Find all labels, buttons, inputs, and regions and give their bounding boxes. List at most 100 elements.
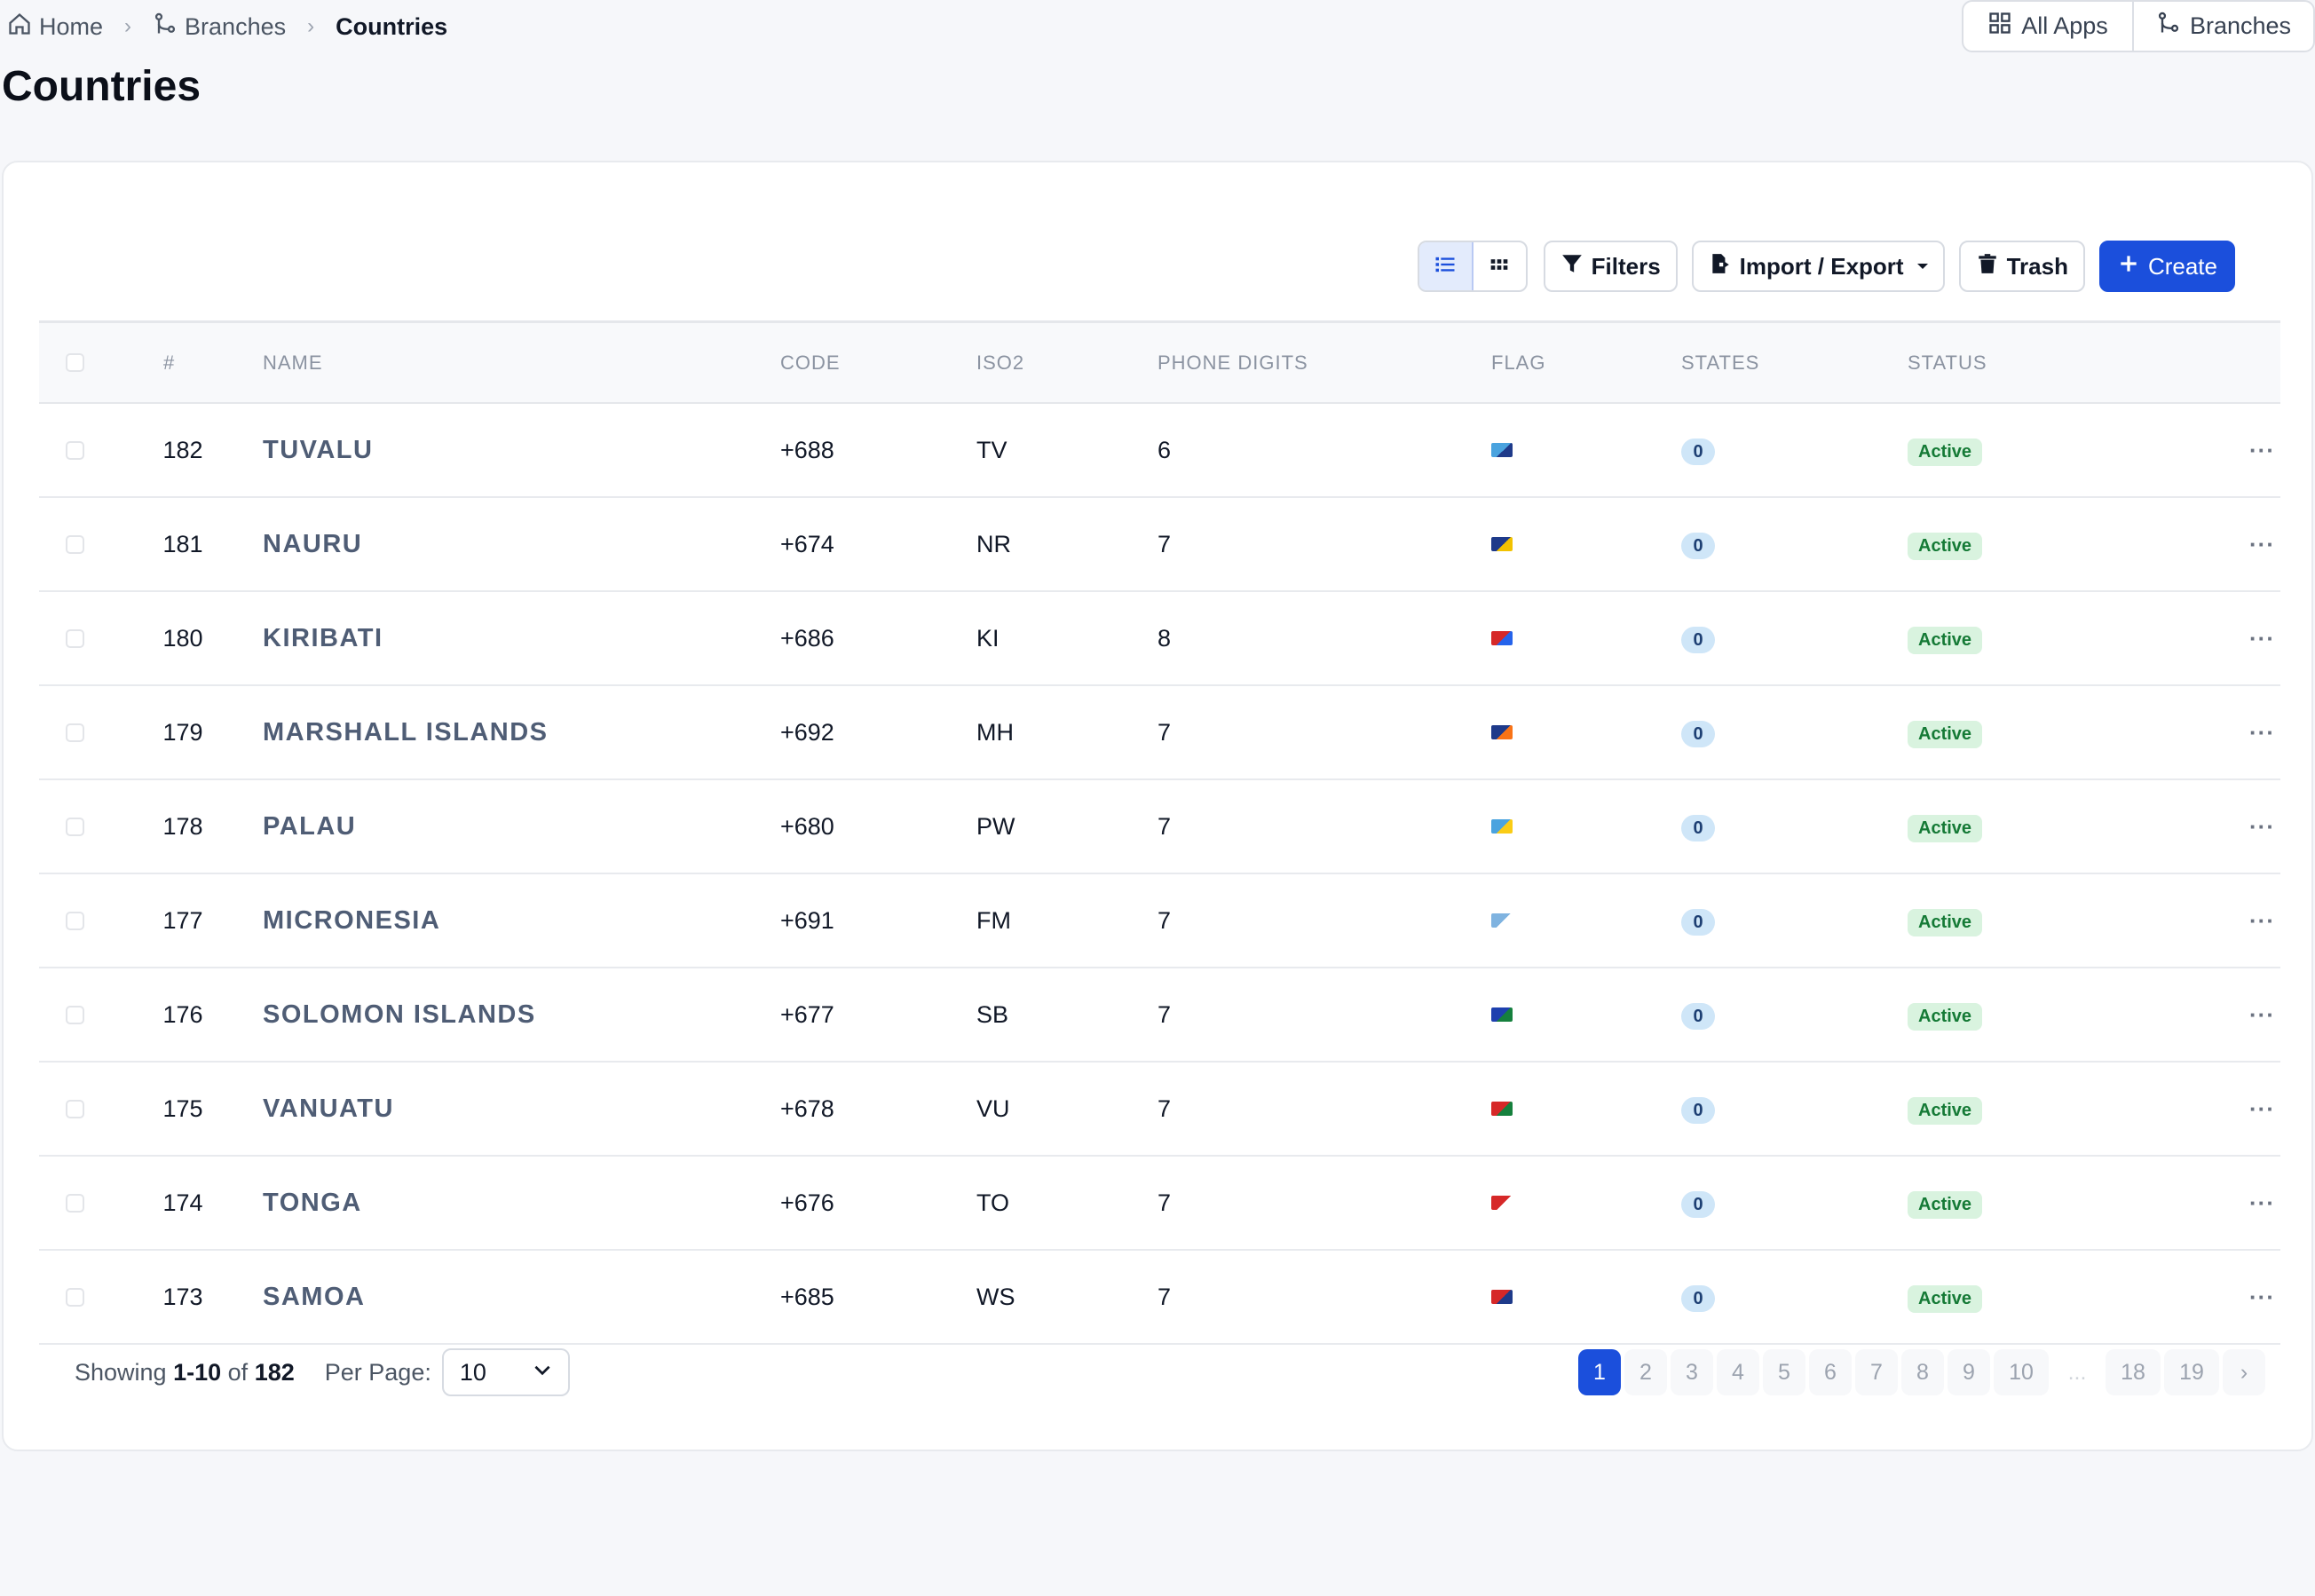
more-actions-icon[interactable]: ··· — [2249, 812, 2275, 840]
country-name[interactable]: MARSHALL ISLANDS — [263, 717, 549, 747]
page-button-8[interactable]: 8 — [1901, 1349, 1944, 1395]
breadcrumb-branches[interactable]: Branches — [153, 12, 286, 43]
country-name[interactable]: TUVALU — [263, 435, 374, 464]
table-row[interactable]: 173 SAMOA +685 WS 7 0 Active ··· — [39, 1251, 2280, 1345]
header-status[interactable]: STATUS — [1908, 351, 1987, 374]
row-checkbox[interactable] — [66, 723, 84, 742]
more-actions-icon[interactable]: ··· — [2249, 436, 2275, 463]
page-button-19[interactable]: 19 — [2164, 1349, 2219, 1395]
filters-button[interactable]: Filters — [1543, 241, 1678, 292]
more-actions-icon[interactable]: ··· — [2249, 624, 2275, 652]
country-name[interactable]: KIRIBATI — [263, 623, 383, 652]
states-count-badge[interactable]: 0 — [1681, 815, 1715, 841]
country-name[interactable]: MICRONESIA — [263, 905, 441, 935]
more-actions-icon[interactable]: ··· — [2249, 1189, 2275, 1216]
country-phone-digits: 7 — [1158, 1283, 1172, 1310]
table-row[interactable]: 181 NAURU +674 NR 7 0 Active ··· — [39, 498, 2280, 592]
caret-down-icon — [1916, 264, 1928, 269]
country-name[interactable]: NAURU — [263, 529, 363, 558]
country-name[interactable]: SAMOA — [263, 1282, 366, 1311]
states-count-badge[interactable]: 0 — [1681, 627, 1715, 653]
table-row[interactable]: 182 TUVALU +688 TV 6 0 Active ··· — [39, 404, 2280, 498]
states-count-badge[interactable]: 0 — [1681, 439, 1715, 465]
header-num: # — [163, 351, 176, 374]
table-row[interactable]: 179 MARSHALL ISLANDS +692 MH 7 0 Active ··· — [39, 686, 2280, 780]
per-page-label: Per Page: — [324, 1358, 431, 1386]
grid-view-button[interactable] — [1474, 242, 1526, 290]
country-code: +685 — [780, 1283, 834, 1310]
more-actions-icon[interactable]: ··· — [2249, 906, 2275, 934]
table-row[interactable]: 176 SOLOMON ISLANDS +677 SB 7 0 Active ··· — [39, 968, 2280, 1063]
states-count-badge[interactable]: 0 — [1681, 1097, 1715, 1124]
page-button-1[interactable]: 1 — [1578, 1349, 1621, 1395]
breadcrumb-current: Countries — [336, 12, 448, 40]
page-button-18[interactable]: 18 — [2106, 1349, 2161, 1395]
row-checkbox[interactable] — [66, 440, 84, 460]
row-checkbox[interactable] — [66, 817, 84, 836]
per-page-value: 10 — [459, 1358, 486, 1386]
status-cell: Active — [1908, 968, 1983, 1061]
list-view-button[interactable] — [1418, 242, 1474, 290]
status-badge: Active — [1908, 626, 1983, 654]
table-row[interactable]: 174 TONGA +676 TO 7 0 Active ··· — [39, 1157, 2280, 1251]
country-name[interactable]: VANUATU — [263, 1094, 394, 1123]
table-row[interactable]: 178 PALAU +680 PW 7 0 Active ··· — [39, 780, 2280, 874]
header-phone-digits[interactable]: PHONE DIGITS — [1158, 351, 1308, 374]
row-checkbox[interactable] — [66, 628, 84, 648]
row-checkbox[interactable] — [66, 1005, 84, 1024]
page-button-2[interactable]: 2 — [1624, 1349, 1667, 1395]
country-name[interactable]: TONGA — [263, 1188, 362, 1217]
page-button-5[interactable]: 5 — [1763, 1349, 1805, 1395]
header-iso2[interactable]: ISO2 — [976, 351, 1025, 374]
import-export-button[interactable]: Import / Export — [1691, 241, 1945, 292]
next-page-button[interactable]: › — [2223, 1349, 2265, 1395]
more-actions-icon[interactable]: ··· — [2249, 718, 2275, 746]
row-checkbox[interactable] — [66, 911, 84, 930]
header-states[interactable]: STATES — [1681, 351, 1760, 374]
states-count-badge[interactable]: 0 — [1681, 1191, 1715, 1218]
row-checkbox[interactable] — [66, 1099, 84, 1118]
table-row[interactable]: 177 MICRONESIA +691 FM 7 0 Active ··· — [39, 874, 2280, 968]
header-code[interactable]: CODE — [780, 351, 841, 374]
more-actions-icon[interactable]: ··· — [2249, 530, 2275, 557]
status-badge: Active — [1908, 438, 1983, 466]
more-actions-icon[interactable]: ··· — [2249, 1000, 2275, 1028]
flag-icon — [1491, 537, 1513, 551]
country-code: +691 — [780, 906, 834, 934]
states-count-badge[interactable]: 0 — [1681, 1285, 1715, 1312]
states-count-badge[interactable]: 0 — [1681, 1003, 1715, 1030]
trash-button[interactable]: Trash — [1958, 241, 2085, 292]
branches-button[interactable]: Branches — [2134, 2, 2313, 51]
flag-cell — [1491, 780, 1513, 873]
states-count-badge[interactable]: 0 — [1681, 909, 1715, 936]
page-button-10[interactable]: 10 — [1994, 1349, 2049, 1395]
states-count-badge[interactable]: 0 — [1681, 533, 1715, 559]
country-name[interactable]: SOLOMON ISLANDS — [263, 999, 536, 1029]
flag-icon — [1491, 1102, 1513, 1116]
table-row[interactable]: 180 KIRIBATI +686 KI 8 0 Active ··· — [39, 592, 2280, 686]
select-all-checkbox[interactable] — [66, 353, 84, 372]
states-cell: 0 — [1681, 498, 1715, 590]
row-checkbox[interactable] — [66, 1193, 84, 1213]
page-button-6[interactable]: 6 — [1809, 1349, 1852, 1395]
status-badge: Active — [1908, 1002, 1983, 1031]
per-page-select[interactable]: 10 — [441, 1348, 570, 1396]
pagination-ellipsis: ... — [2067, 1359, 2087, 1385]
row-checkbox[interactable] — [66, 534, 84, 554]
header-name[interactable]: NAME — [263, 351, 323, 374]
page-button-3[interactable]: 3 — [1671, 1349, 1713, 1395]
country-iso2: TV — [976, 436, 1007, 463]
page-button-4[interactable]: 4 — [1717, 1349, 1759, 1395]
create-button[interactable]: Create — [2098, 241, 2235, 292]
more-actions-icon[interactable]: ··· — [2249, 1094, 2275, 1122]
page-button-7[interactable]: 7 — [1855, 1349, 1898, 1395]
breadcrumb-home[interactable]: Home — [7, 12, 103, 43]
all-apps-button[interactable]: All Apps — [1963, 2, 2134, 51]
page-button-9[interactable]: 9 — [1948, 1349, 1990, 1395]
row-checkbox[interactable] — [66, 1287, 84, 1307]
country-name[interactable]: PALAU — [263, 811, 357, 841]
table-row[interactable]: 175 VANUATU +678 VU 7 0 Active ··· — [39, 1063, 2280, 1157]
country-phone-digits: 7 — [1158, 906, 1172, 934]
states-count-badge[interactable]: 0 — [1681, 721, 1715, 747]
more-actions-icon[interactable]: ··· — [2249, 1283, 2275, 1310]
